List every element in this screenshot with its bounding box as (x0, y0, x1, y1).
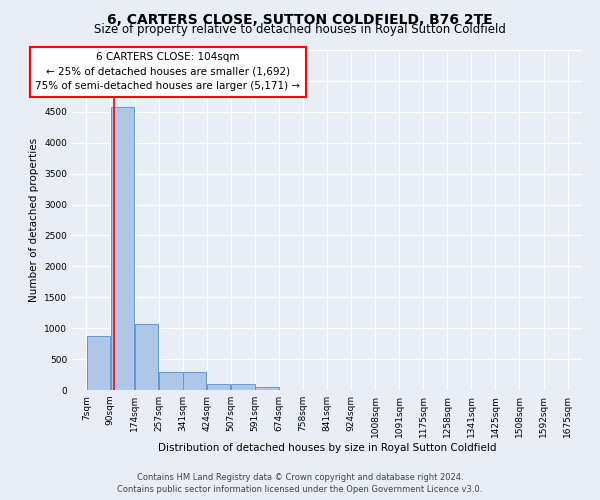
X-axis label: Distribution of detached houses by size in Royal Sutton Coldfield: Distribution of detached houses by size … (158, 442, 496, 452)
Bar (135, 324, 158, 390)
Text: Contains HM Land Registry data © Crown copyright and database right 2024.
Contai: Contains HM Land Registry data © Crown c… (118, 472, 482, 494)
Bar (86, 336, 110, 390)
Bar (255, 387, 278, 390)
Bar (159, 372, 182, 390)
Bar (231, 384, 254, 390)
Bar (207, 384, 230, 390)
Bar (183, 372, 206, 390)
Y-axis label: Number of detached properties: Number of detached properties (29, 138, 38, 302)
Text: Size of property relative to detached houses in Royal Sutton Coldfield: Size of property relative to detached ho… (94, 22, 506, 36)
Text: 6 CARTERS CLOSE: 104sqm
← 25% of detached houses are smaller (1,692)
75% of semi: 6 CARTERS CLOSE: 104sqm ← 25% of detache… (35, 52, 301, 92)
Bar (110, 107, 134, 390)
Text: 6, CARTERS CLOSE, SUTTON COLDFIELD, B76 2TE: 6, CARTERS CLOSE, SUTTON COLDFIELD, B76 … (107, 12, 493, 26)
